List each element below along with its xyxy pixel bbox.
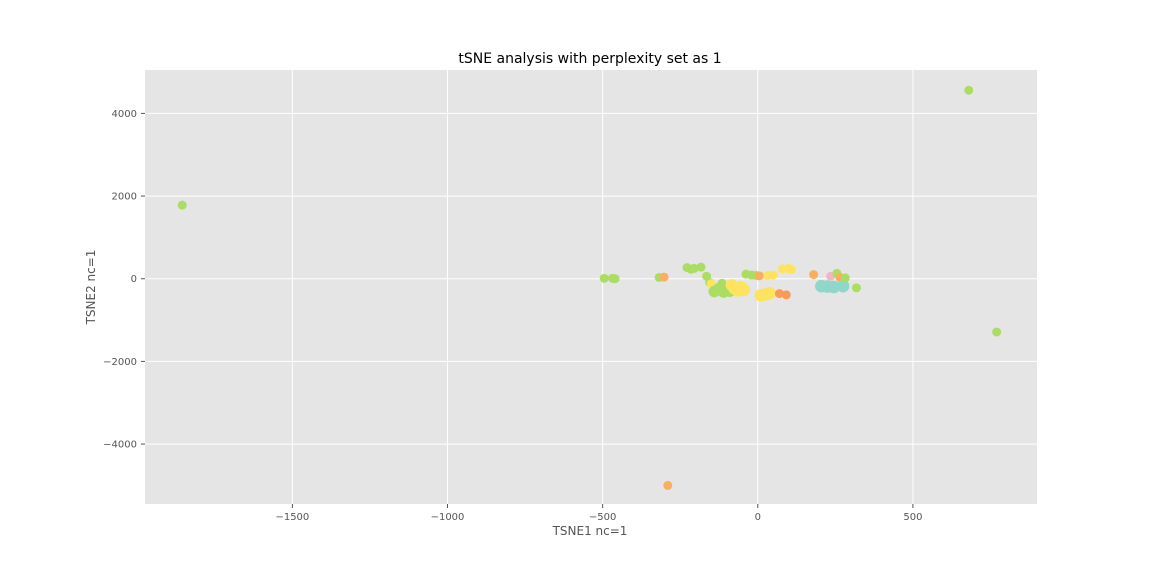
scatter-point: [781, 290, 791, 300]
x-tick-label: −1500: [275, 512, 309, 523]
scatter-point: [737, 283, 751, 297]
scatter-point: [786, 265, 796, 275]
y-tick-label: −2000: [103, 357, 137, 368]
y-axis-label: TSNE2 nc=1: [84, 250, 98, 326]
x-tick-label: −500: [589, 512, 616, 523]
y-tick-label: 2000: [112, 192, 137, 203]
grid-lines: [145, 70, 1037, 504]
x-axis-ticks: −1500 −1000 −500 0 500: [275, 504, 922, 523]
data-points: [177, 85, 1002, 490]
scatter-point: [754, 271, 764, 281]
y-tick-label: 0: [131, 274, 137, 285]
x-tick-label: −1000: [431, 512, 465, 523]
scatter-point: [689, 263, 699, 273]
scatter-point: [663, 480, 673, 490]
scatter-point: [851, 283, 861, 293]
scatter-point: [659, 272, 669, 282]
scatter-point: [774, 289, 784, 299]
x-tick-label: 0: [755, 512, 761, 523]
chart-title: tSNE analysis with perplexity set as 1: [458, 51, 721, 67]
scatter-point: [599, 273, 609, 283]
x-tick-label: 500: [903, 512, 922, 523]
scatter-point: [696, 262, 706, 272]
scatter-point: [836, 279, 850, 293]
y-axis-ticks: −4000 −2000 0 2000 4000: [103, 109, 145, 451]
scatter-point: [992, 327, 1002, 337]
y-tick-label: −4000: [103, 440, 137, 451]
x-axis-label: TSNE1 nc=1: [552, 524, 628, 538]
scatter-point: [768, 270, 778, 280]
scatter-point: [809, 270, 819, 280]
scatter-point: [610, 274, 620, 284]
y-tick-label: 4000: [112, 109, 137, 120]
plot-area: [145, 70, 1037, 504]
scatter-point: [177, 200, 187, 210]
scatter-point: [964, 85, 974, 95]
scatter-point: [840, 273, 850, 283]
scatter-point: [827, 280, 841, 294]
scatter-point: [763, 286, 776, 300]
